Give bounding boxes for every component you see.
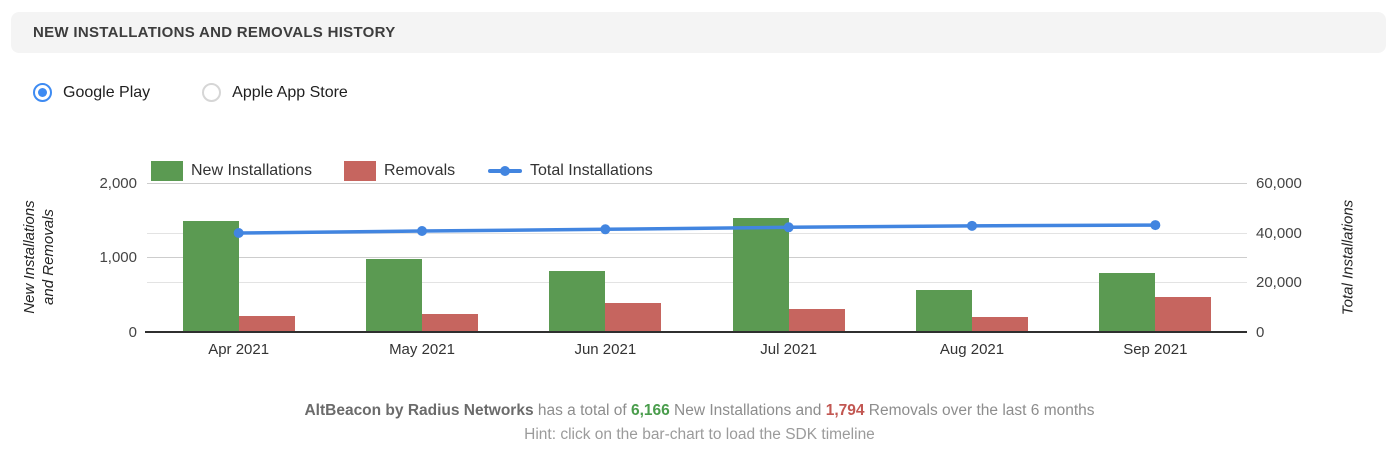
legend-label: Total Installations bbox=[530, 162, 653, 179]
x-axis-line bbox=[145, 330, 1247, 333]
radio-google-play[interactable]: Google Play bbox=[33, 83, 150, 102]
bar-new-installations-aug-2021[interactable] bbox=[916, 289, 972, 332]
bar-removals-may-2021[interactable] bbox=[422, 314, 478, 332]
left-axis-tick: 0 bbox=[128, 323, 137, 341]
section-header: NEW INSTALLATIONS AND REMOVALS HISTORY bbox=[11, 12, 1386, 53]
legend-item-new-installations: New Installations bbox=[151, 160, 312, 182]
gridline-right-axis bbox=[147, 282, 1247, 283]
x-axis-label: Apr 2021 bbox=[208, 341, 270, 358]
bar-removals-aug-2021[interactable] bbox=[972, 317, 1028, 332]
radio-apple-app-store-label: Apple App Store bbox=[232, 83, 348, 101]
app-name: AltBeacon by Radius Networks bbox=[304, 402, 534, 419]
left-axis-tick: 2,000 bbox=[99, 175, 137, 192]
section-title: NEW INSTALLATIONS AND REMOVALS HISTORY bbox=[33, 24, 396, 41]
legend-label: Removals bbox=[384, 162, 456, 179]
line-point bbox=[417, 226, 427, 237]
right-axis-tick: 0 bbox=[1256, 323, 1265, 341]
bar-new-installations-jul-2021[interactable] bbox=[732, 217, 789, 332]
installs-total: 6,166 bbox=[630, 402, 670, 419]
x-axis-label: May 2021 bbox=[389, 341, 455, 358]
right-axis-tick: 60,000 bbox=[1256, 175, 1302, 192]
left-axis-title: New Installations and Removals bbox=[21, 200, 57, 314]
bar-removals-jul-2021[interactable] bbox=[788, 308, 845, 332]
legend-swatch-green bbox=[151, 161, 183, 181]
x-axis-label: Jul 2021 bbox=[760, 341, 818, 358]
bar-removals-jun-2021[interactable] bbox=[605, 302, 662, 332]
summary-text: AltBeacon by Radius Networks has a total… bbox=[304, 402, 1095, 419]
hint-text: Hint: click on the bar-chart to load the… bbox=[524, 426, 875, 443]
x-axis-label: Aug 2021 bbox=[939, 341, 1005, 358]
bar-new-installations-may-2021[interactable] bbox=[366, 259, 422, 332]
x-axis-label: Jun 2021 bbox=[574, 341, 637, 358]
left-axis-tick: 1,000 bbox=[99, 249, 137, 267]
right-axis-tick: 20,000 bbox=[1256, 274, 1302, 291]
x-axis-label: Sep 2021 bbox=[1123, 341, 1188, 358]
radio-selected-icon[interactable] bbox=[33, 83, 52, 102]
right-axis-title: Total Installations bbox=[1339, 199, 1357, 316]
bar-new-installations-sep-2021[interactable] bbox=[1099, 273, 1156, 332]
store-radio-group: Google Play Apple App Store bbox=[33, 83, 348, 102]
bar-removals-sep-2021[interactable] bbox=[1155, 297, 1212, 332]
line-point bbox=[967, 220, 977, 231]
bar-new-installations-jun-2021[interactable] bbox=[549, 270, 606, 332]
radio-apple-app-store[interactable]: Apple App Store bbox=[202, 83, 348, 102]
legend-line-blue-icon bbox=[488, 166, 522, 176]
gridline-left-axis bbox=[147, 183, 1247, 184]
radio-google-play-label: Google Play bbox=[63, 83, 151, 101]
bar-new-installations-apr-2021[interactable] bbox=[182, 220, 239, 332]
gridline-left-axis bbox=[147, 257, 1247, 259]
radio-unselected-icon[interactable] bbox=[202, 83, 222, 102]
legend-item-removals: Removals bbox=[344, 160, 455, 182]
gridline-right-axis bbox=[147, 232, 1247, 234]
removals-total: 1,794 bbox=[825, 402, 865, 419]
legend-item-total-installations: Total Installations bbox=[488, 160, 653, 182]
bar-removals-apr-2021[interactable] bbox=[238, 315, 295, 332]
legend-label: New Installations bbox=[191, 162, 312, 179]
line-point bbox=[1150, 220, 1161, 231]
legend-swatch-red bbox=[344, 161, 376, 181]
right-axis-tick: 40,000 bbox=[1256, 224, 1302, 242]
